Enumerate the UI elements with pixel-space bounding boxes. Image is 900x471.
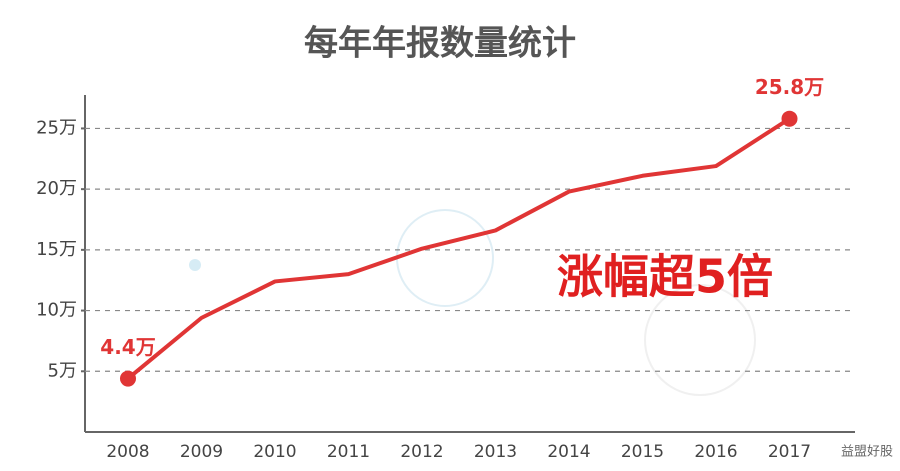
point: [781, 110, 798, 127]
x-tick-label: 2013: [474, 442, 517, 462]
x-tick-label: 2012: [400, 442, 443, 462]
x-tick-label: 2010: [253, 442, 296, 462]
y-tick-label: 5万: [48, 360, 77, 381]
x-tick-label: 2008: [106, 442, 149, 462]
watermark: 益盟好股: [841, 445, 893, 460]
x-tick-label: 2016: [694, 442, 737, 462]
chart-title: 每年年报数量统计: [304, 24, 576, 64]
x-tick-label: 2017: [768, 442, 811, 462]
x-tick-label: 2011: [327, 442, 370, 462]
x-tick-label: 2014: [547, 442, 590, 462]
y-tick-label: 15万: [36, 239, 77, 260]
data-label: 4.4万: [100, 335, 155, 359]
y-tick-label: 25万: [36, 117, 77, 138]
y-tick-label: 20万: [36, 178, 77, 199]
data-label: 25.8万: [755, 75, 824, 99]
y-tick-label: 10万: [36, 300, 77, 321]
x-tick-label: 2009: [180, 442, 223, 462]
annotation: 涨幅超5倍: [557, 250, 773, 304]
line: [126, 117, 791, 381]
point: [120, 370, 136, 387]
x-tick-label: 2015: [621, 442, 664, 462]
